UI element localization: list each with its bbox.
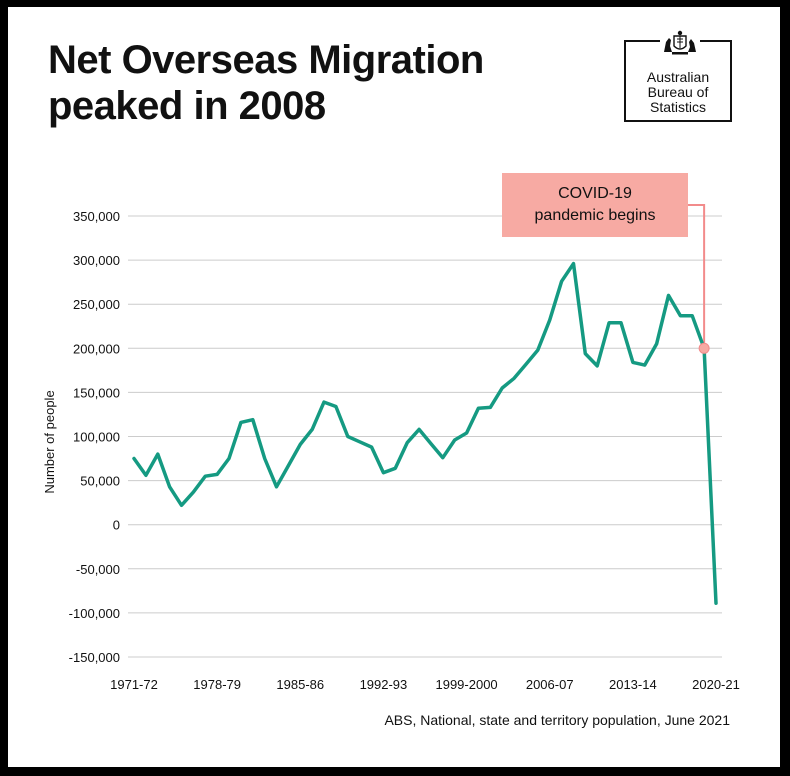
abs-logo: Australian Bureau of Statistics: [624, 30, 732, 122]
y-tick-label: 350,000: [73, 209, 120, 224]
line-chart: 350,000 300,000 250,000 200,000 150,000 100,0…: [42, 173, 740, 692]
y-tick-label: 0: [113, 518, 120, 533]
chart-card: Net Overseas Migration peaked in 2008 Au…: [8, 7, 780, 767]
y-tick-label: 250,000: [73, 297, 120, 312]
y-tick-label: -150,000: [69, 650, 120, 665]
y-axis-label: Number of people: [42, 390, 57, 493]
y-tick-label: 200,000: [73, 341, 120, 356]
annotation-text: COVID-19: [558, 185, 632, 202]
x-tick-label: 1992-93: [360, 677, 408, 692]
x-tick-label: 1978-79: [193, 677, 241, 692]
coat-of-arms-icon: [660, 30, 700, 56]
x-tick-label: 1999-2000: [435, 677, 497, 692]
title-line-1: Net Overseas Migration: [48, 38, 484, 82]
logo-line-1: Australian: [646, 69, 710, 85]
x-tick-label: 2020-21: [692, 677, 740, 692]
source-note: ABS, National, state and territory popul…: [384, 712, 730, 728]
y-tick-label: -50,000: [76, 562, 120, 577]
annotation-text: pandemic begins: [535, 207, 656, 224]
y-tick-label: 300,000: [73, 253, 120, 268]
x-tick-label: 2006-07: [526, 677, 574, 692]
annotation-box: [502, 173, 688, 237]
logo-line-3: Statistics: [649, 99, 706, 115]
x-tick-label: 2013-14: [609, 677, 657, 692]
y-tick-label: 50,000: [80, 474, 120, 489]
y-tick-label: -100,000: [69, 606, 120, 621]
y-tick-label: 100,000: [73, 430, 120, 445]
annotation-marker: [698, 342, 710, 354]
logo-text: Australian Bureau of Statistics: [626, 70, 730, 115]
x-tick-label: 1971-72: [110, 677, 158, 692]
annotation-leader: [688, 204, 706, 349]
chart-title: Net Overseas Migration peaked in 2008: [48, 37, 484, 129]
x-tick-label: 1985-86: [276, 677, 324, 692]
y-tick-label: 150,000: [73, 385, 120, 400]
logo-line-2: Bureau of: [647, 84, 709, 100]
title-line-2: peaked in 2008: [48, 84, 326, 128]
series-line: [132, 261, 718, 605]
